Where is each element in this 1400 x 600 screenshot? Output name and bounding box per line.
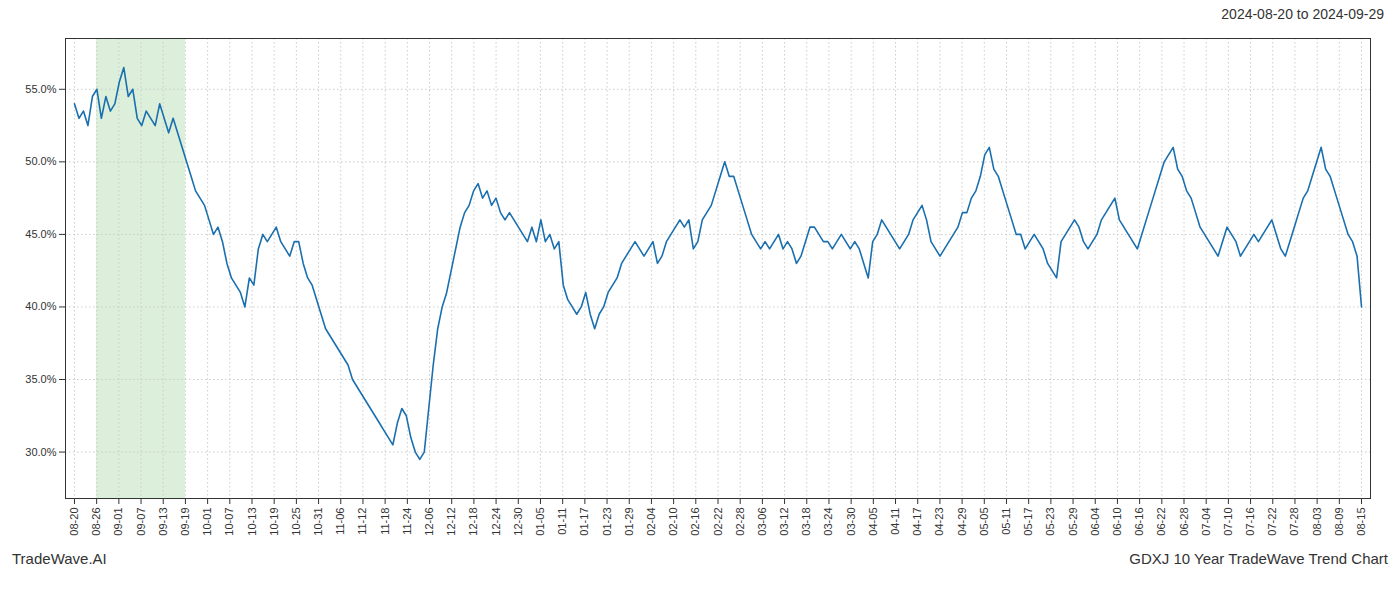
svg-text:05-11: 05-11 xyxy=(1000,508,1012,535)
svg-text:35.0%: 35.0% xyxy=(25,373,56,385)
svg-text:55.0%: 55.0% xyxy=(25,83,56,95)
svg-text:01-23: 01-23 xyxy=(601,508,613,536)
svg-text:04-29: 04-29 xyxy=(956,508,968,536)
svg-text:08-03: 08-03 xyxy=(1311,508,1323,536)
svg-text:12-12: 12-12 xyxy=(445,508,457,536)
svg-text:07-28: 07-28 xyxy=(1288,508,1300,536)
svg-text:03-12: 03-12 xyxy=(778,508,790,536)
svg-text:02-28: 02-28 xyxy=(734,508,746,536)
svg-text:05-17: 05-17 xyxy=(1022,508,1034,536)
svg-text:06-22: 06-22 xyxy=(1155,508,1167,536)
svg-text:02-04: 02-04 xyxy=(645,508,657,536)
html-text:2024-08-20 to 2024-09-29: 2024-08-20 to 2024-09-29 xyxy=(1221,6,1384,22)
svg-text:11-18: 11-18 xyxy=(379,508,391,535)
svg-text:04-17: 04-17 xyxy=(911,508,923,536)
svg-text:09-13: 09-13 xyxy=(157,508,169,536)
svg-text:10-31: 10-31 xyxy=(312,508,324,536)
svg-text:08-26: 08-26 xyxy=(90,508,102,536)
svg-text:06-10: 06-10 xyxy=(1111,508,1123,536)
svg-text:08-20: 08-20 xyxy=(68,508,80,536)
svg-text:50.0%: 50.0% xyxy=(25,155,56,167)
svg-text:01-29: 01-29 xyxy=(623,508,635,536)
svg-text:04-05: 04-05 xyxy=(867,508,879,536)
svg-text:40.0%: 40.0% xyxy=(25,300,56,312)
svg-text:08-15: 08-15 xyxy=(1355,508,1367,536)
svg-text:03-24: 03-24 xyxy=(822,508,834,536)
svg-text:06-28: 06-28 xyxy=(1178,508,1190,536)
svg-text:10-25: 10-25 xyxy=(290,508,302,536)
svg-text:06-16: 06-16 xyxy=(1133,508,1145,536)
svg-text:11-06: 11-06 xyxy=(334,508,346,535)
svg-text:05-05: 05-05 xyxy=(978,508,990,536)
svg-text:12-30: 12-30 xyxy=(512,508,524,536)
svg-text:10-19: 10-19 xyxy=(268,508,280,536)
svg-text:02-10: 02-10 xyxy=(667,508,679,536)
svg-text:09-19: 09-19 xyxy=(179,508,191,536)
svg-text:07-10: 07-10 xyxy=(1222,508,1234,536)
svg-text:03-06: 03-06 xyxy=(756,508,768,536)
svg-text:03-30: 03-30 xyxy=(845,508,857,536)
svg-text:05-29: 05-29 xyxy=(1067,508,1079,536)
svg-text:10-01: 10-01 xyxy=(201,508,213,536)
svg-text:01-05: 01-05 xyxy=(534,508,546,536)
svg-text:03-18: 03-18 xyxy=(800,508,812,536)
svg-text:01-17: 01-17 xyxy=(578,508,590,536)
html-text:TradeWave.AI: TradeWave.AI xyxy=(12,550,107,567)
svg-text:12-18: 12-18 xyxy=(467,508,479,536)
svg-text:09-07: 09-07 xyxy=(135,508,147,536)
svg-text:02-22: 02-22 xyxy=(712,508,724,536)
svg-text:12-06: 12-06 xyxy=(423,508,435,536)
svg-text:04-23: 04-23 xyxy=(933,508,945,536)
svg-text:09-01: 09-01 xyxy=(112,508,124,536)
svg-text:10-07: 10-07 xyxy=(223,508,235,536)
svg-text:04-11: 04-11 xyxy=(889,508,901,535)
html-text:GDXJ 10 Year TradeWave Trend C: GDXJ 10 Year TradeWave Trend Chart xyxy=(1129,550,1388,567)
svg-text:12-24: 12-24 xyxy=(490,508,502,536)
svg-text:45.0%: 45.0% xyxy=(25,228,56,240)
svg-text:11-12: 11-12 xyxy=(356,508,368,535)
svg-text:06-04: 06-04 xyxy=(1089,508,1101,536)
svg-text:30.0%: 30.0% xyxy=(25,446,56,458)
svg-text:05-23: 05-23 xyxy=(1044,508,1056,536)
svg-text:07-22: 07-22 xyxy=(1266,508,1278,536)
svg-text:01-11: 01-11 xyxy=(556,508,568,535)
svg-text:07-16: 07-16 xyxy=(1244,508,1256,536)
svg-text:11-24: 11-24 xyxy=(401,508,413,535)
svg-text:10-13: 10-13 xyxy=(246,508,258,536)
svg-text:08-09: 08-09 xyxy=(1333,508,1345,536)
svg-text:07-04: 07-04 xyxy=(1200,508,1212,536)
svg-text:02-16: 02-16 xyxy=(689,508,701,536)
